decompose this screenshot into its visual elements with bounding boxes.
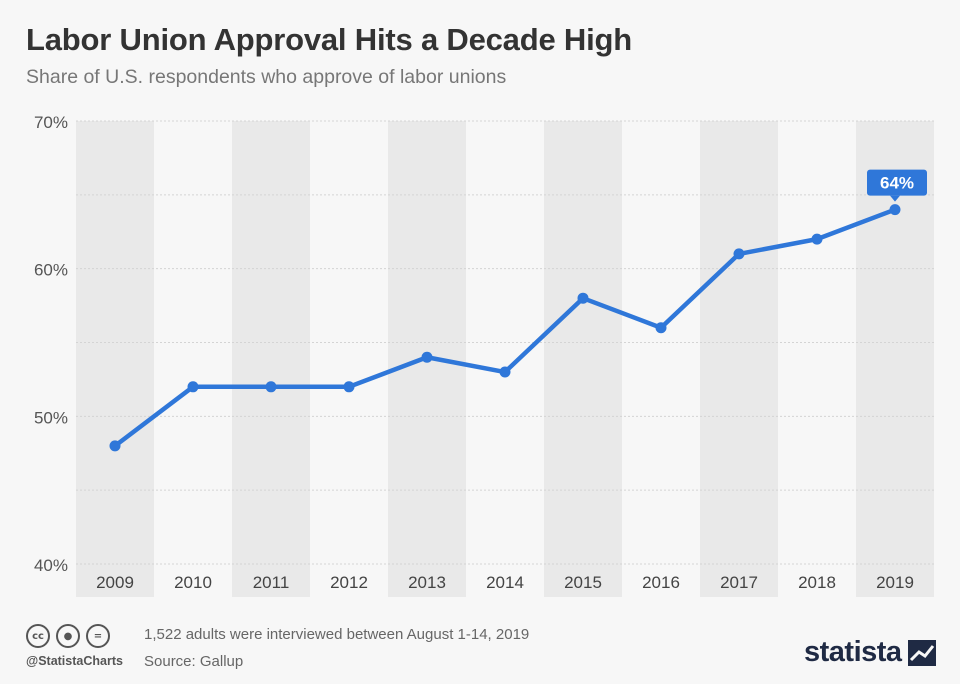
statista-logo-icon xyxy=(907,639,936,666)
no-derivatives-icon: = xyxy=(86,624,110,648)
x-tick-label: 2018 xyxy=(798,573,836,592)
x-tick-label: 2016 xyxy=(642,573,680,592)
x-tick-label: 2019 xyxy=(876,573,914,592)
data-point xyxy=(265,381,277,393)
data-point xyxy=(577,292,589,304)
attribution-icon: ● xyxy=(56,624,80,648)
chart-title: Labor Union Approval Hits a Decade High xyxy=(26,22,632,57)
x-tick-label: 2013 xyxy=(408,573,446,592)
data-point xyxy=(499,366,511,378)
social-handle: @StatistaCharts xyxy=(26,654,123,668)
data-label-box xyxy=(867,169,927,196)
x-tick-label: 2011 xyxy=(253,573,290,592)
column-band xyxy=(76,121,154,597)
data-label: 64% xyxy=(880,174,914,193)
x-tick-label: 2010 xyxy=(174,573,212,592)
y-tick-label: 60% xyxy=(34,261,68,280)
brand-name: statista xyxy=(804,636,902,668)
column-band xyxy=(700,121,778,597)
source-note: Source: Gallup xyxy=(144,653,244,670)
y-tick-label: 40% xyxy=(34,556,68,575)
data-point xyxy=(187,381,199,393)
data-point xyxy=(811,233,823,245)
data-point xyxy=(655,322,667,334)
data-point xyxy=(889,204,901,216)
data-point xyxy=(421,351,433,363)
x-tick-label: 2012 xyxy=(330,573,368,592)
y-tick-label: 70% xyxy=(34,113,68,132)
x-tick-label: 2014 xyxy=(486,573,524,592)
x-tick-label: 2017 xyxy=(720,573,758,592)
x-tick-label: 2009 xyxy=(96,573,134,592)
y-tick-label: 50% xyxy=(34,408,68,427)
column-band xyxy=(544,121,622,597)
data-point xyxy=(343,381,355,393)
data-point xyxy=(109,440,121,452)
survey-note: 1,522 adults were interviewed between Au… xyxy=(144,626,530,643)
column-band xyxy=(232,121,310,597)
chart-subtitle: Share of U.S. respondents who approve of… xyxy=(26,66,507,88)
cc-icon: cc xyxy=(26,624,50,648)
data-point xyxy=(733,248,745,260)
statista-logo[interactable]: statista xyxy=(804,636,936,669)
x-tick-label: 2015 xyxy=(564,573,602,592)
license-icons: cc ● = xyxy=(26,624,110,648)
data-label-pointer xyxy=(890,195,900,202)
